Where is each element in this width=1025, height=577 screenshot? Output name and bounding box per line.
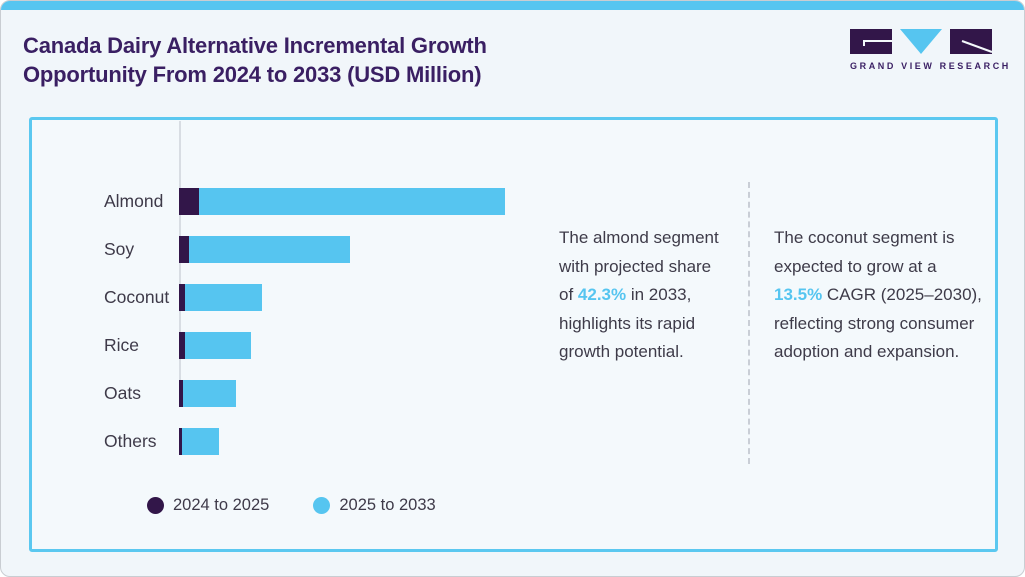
bar-track [179, 235, 350, 263]
gvr-logo-marks [850, 29, 992, 54]
category-label: Rice [104, 334, 140, 355]
bar-track [179, 283, 262, 311]
bar-segment [179, 283, 185, 311]
legend-item: 2024 to 2025 [147, 496, 269, 515]
legend-dot-icon [313, 497, 331, 514]
bar-segment [179, 379, 183, 407]
category-label: Others [104, 430, 157, 451]
logo-brand-text: GRAND VIEW RESEARCH [850, 61, 1011, 71]
gvr-logo: GRAND VIEW RESEARCH [850, 29, 1011, 71]
category-label: Soy [104, 238, 135, 259]
logo-r-icon [950, 29, 992, 54]
highlight-value: 42.3% [577, 285, 627, 304]
bar-segment [185, 331, 251, 359]
page-title-line1: Canada Dairy Alternative Incremental Gro… [23, 33, 487, 58]
legend-label: 2025 to 2033 [339, 496, 436, 514]
chart-row-others: Others [32, 417, 505, 465]
bar-segment [179, 187, 199, 215]
bar-segment [199, 187, 505, 215]
bar-track [179, 331, 251, 359]
category-label: Coconut [104, 286, 170, 307]
chart-card: Almond Soy Coconut Rice Oats Others 2024 to 2… [29, 117, 998, 552]
annotation-text: The coconut segment is expected to grow … [774, 228, 955, 276]
chart-row-rice: Rice [32, 321, 505, 369]
chart-row-oats: Oats [32, 369, 505, 417]
bar-track [179, 427, 219, 455]
annotation-almond: The almond segment with projected share … [559, 224, 727, 367]
bar-chart: Almond Soy Coconut Rice Oats Others [32, 177, 505, 465]
annotation-text: CAGR (2025–2030), reflecting strong cons… [774, 285, 982, 361]
annotation-text: The almond segment with projected share … [559, 228, 719, 304]
chart-row-almond: Almond [32, 177, 505, 225]
bar-segment [179, 427, 182, 455]
bar-track [179, 187, 505, 215]
logo-v-icon [900, 29, 942, 54]
chart-row-soy: Soy [32, 225, 505, 273]
legend-dot-icon [147, 497, 164, 514]
highlight-value: 13.5% [774, 285, 823, 304]
bar-segment [182, 427, 219, 455]
bar-track [179, 379, 236, 407]
logo-g-icon [850, 29, 892, 54]
legend-item: 2025 to 2033 [313, 496, 436, 515]
chart-row-coconut: Coconut [32, 273, 505, 321]
bar-segment [183, 379, 236, 407]
bar-segment [189, 235, 350, 263]
bar-segment [185, 283, 262, 311]
category-label: Oats [104, 382, 141, 403]
category-label: Almond [104, 190, 164, 211]
bar-segment [179, 331, 185, 359]
bar-segment [179, 235, 189, 263]
annotation-divider [748, 182, 750, 464]
annotation-coconut: The coconut segment is expected to grow … [774, 224, 986, 367]
top-accent-bar [1, 1, 1024, 10]
annotation-text: in 2033, highlights its rapid growth pot… [559, 285, 696, 361]
page-title-line2: Opportunity From 2024 to 2033 (USD Milli… [23, 62, 482, 87]
chart-legend: 2024 to 2025 2025 to 2033 [147, 496, 436, 515]
page-title: Canada Dairy Alternative Incremental Gro… [23, 31, 663, 89]
legend-label: 2024 to 2025 [173, 496, 270, 514]
